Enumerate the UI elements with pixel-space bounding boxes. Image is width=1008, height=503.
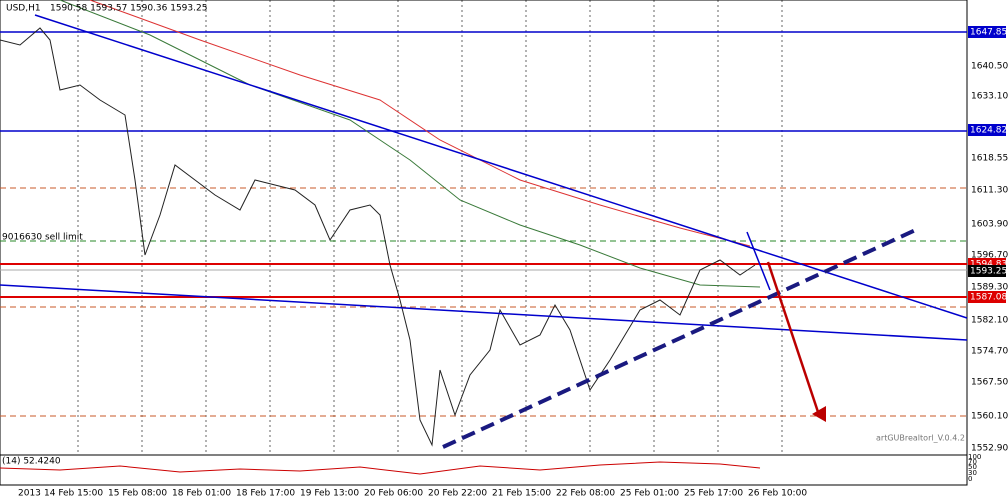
price-box-label: 1624.82 <box>970 126 1007 136</box>
arrow-head <box>812 406 826 422</box>
time-label: 25 Feb 01:00 <box>620 489 679 499</box>
header-prices: 1590.58 1593.57 1590.36 1593.25 <box>50 4 207 14</box>
trend-line <box>746 231 771 291</box>
trend-line <box>34 14 968 319</box>
indicator-scale: 100 <box>968 453 981 461</box>
price-box <box>968 124 1006 136</box>
time-label: 19 Feb 13:00 <box>300 489 359 499</box>
price-label: 1574.70 <box>971 347 1008 357</box>
price-label: 1640.50 <box>971 62 1008 72</box>
price-label: 1603.90 <box>971 220 1008 230</box>
order-label: 9016630 sell limit <box>2 233 83 243</box>
price-label: 1560.10 <box>971 412 1008 422</box>
indicator-scale: 50 <box>968 463 977 471</box>
time-label: 14 Feb 15:00 <box>44 489 103 499</box>
indicator-line <box>0 461 761 475</box>
price-box-label: 1587.08 <box>970 293 1007 303</box>
price-label: 1633.10 <box>971 92 1008 102</box>
support-line <box>442 226 921 449</box>
plot-frame <box>0 0 968 456</box>
trend-line <box>0 284 968 341</box>
indicator-label: (14) 52.4240 <box>2 457 61 467</box>
price-label: 1611.30 <box>971 186 1008 196</box>
forecast-arrow <box>766 261 820 413</box>
indicator-scale: 0 <box>968 475 972 483</box>
price-box-label: 1594.83 <box>970 260 1007 270</box>
indicator-scale: 30 <box>968 469 977 477</box>
time-label: 15 Feb 08:00 <box>108 489 167 499</box>
time-label: 18 Feb 01:00 <box>172 489 231 499</box>
levels <box>0 31 967 417</box>
grid <box>77 0 783 485</box>
price-box-label: 1593.25 <box>970 267 1007 277</box>
price-box <box>968 291 1006 303</box>
moving-average-red <box>89 0 751 247</box>
time-label: 22 Feb 08:00 <box>556 489 615 499</box>
price-label: 1596.70 <box>971 251 1008 261</box>
time-label: 20 Feb 22:00 <box>428 489 487 499</box>
time-label: 2013 <box>18 489 41 499</box>
price-box-label: 1647.85 <box>970 28 1007 38</box>
moving-average-green <box>59 0 761 288</box>
price-box <box>968 265 1006 277</box>
price-label: 1552.90 <box>971 444 1008 454</box>
price-label: 1582.10 <box>971 316 1008 326</box>
time-label: 26 Feb 10:00 <box>748 489 807 499</box>
time-label: 18 Feb 17:00 <box>236 489 295 499</box>
watermark: artGUBrealtorl_V.0.4.2 <box>876 434 965 443</box>
header-symbol: USD,H1 <box>6 4 41 14</box>
price-label: 1567.50 <box>971 378 1008 388</box>
price-label: 1618.55 <box>971 154 1008 164</box>
price-line <box>0 27 756 447</box>
indicator-panel <box>0 454 968 486</box>
time-label: 21 Feb 15:00 <box>492 489 551 499</box>
price-box <box>968 26 1006 38</box>
price-label: 1589.30 <box>971 283 1008 293</box>
time-label: 25 Feb 17:00 <box>684 489 743 499</box>
time-label: 20 Feb 06:00 <box>364 489 423 499</box>
indicator-scale: 70 <box>968 458 977 466</box>
